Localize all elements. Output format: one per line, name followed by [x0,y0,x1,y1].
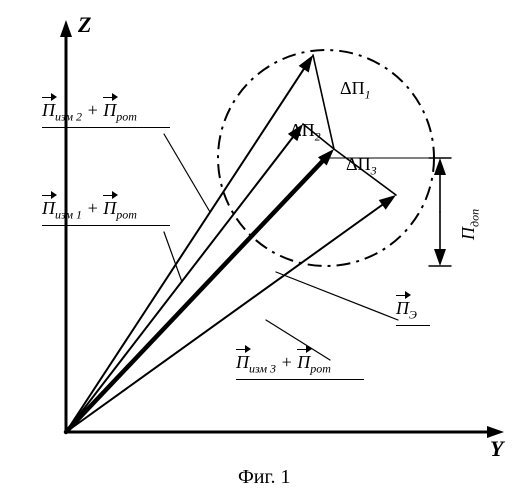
label-izm2: Пизм 2 + Прот [42,100,170,128]
delta-1-label: ΔП1 [340,78,371,103]
label-main: ПЭ [396,298,430,326]
label-izm3: Пизм 3 + Прот [236,352,364,380]
axis-y-label: Y [490,436,503,462]
diagram-svg [0,0,532,500]
delta-2-label: ΔП2 [290,120,321,145]
tolerance-label: Пдоп [458,209,483,240]
delta-3-label: ΔП3 [346,154,377,179]
axis-z-label: Z [78,12,91,38]
figure-caption: Фиг. 1 [238,466,290,489]
label-izm1: Пизм 1 + Прот [42,198,170,226]
